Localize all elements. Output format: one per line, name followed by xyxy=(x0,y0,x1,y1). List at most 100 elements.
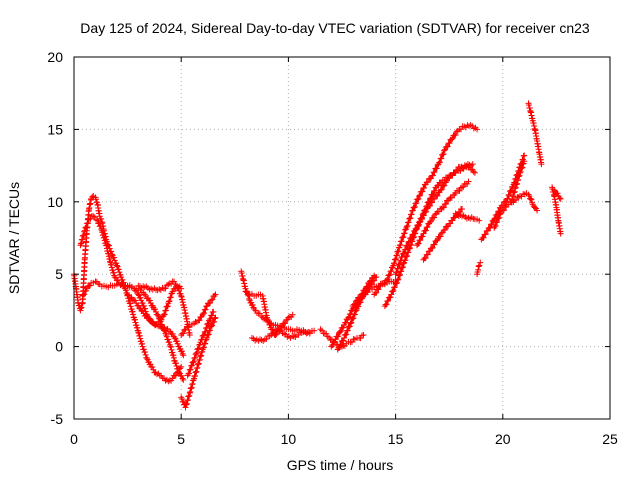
data-point xyxy=(429,172,436,179)
data-point xyxy=(185,323,192,330)
data-point xyxy=(384,275,391,282)
data-point xyxy=(488,221,495,228)
data-point xyxy=(373,289,380,296)
data-point xyxy=(336,344,343,351)
x-tick-label: 15 xyxy=(388,431,404,447)
y-tick-label: 5 xyxy=(55,266,63,282)
data-point xyxy=(447,220,454,227)
data-point xyxy=(371,272,378,279)
data-point xyxy=(440,151,447,158)
x-axis-label: GPS time / hours xyxy=(287,457,394,473)
data-point xyxy=(200,344,207,351)
data-point xyxy=(351,301,358,308)
data-point xyxy=(84,220,91,227)
data-point xyxy=(180,376,187,383)
data-point xyxy=(132,297,139,304)
data-point xyxy=(171,278,178,285)
data-point xyxy=(401,230,408,237)
data-point xyxy=(390,287,397,294)
data-point xyxy=(323,330,330,337)
data-point xyxy=(115,266,122,273)
data-point xyxy=(398,238,405,245)
data-point xyxy=(164,303,171,310)
data-point xyxy=(186,370,193,377)
data-point xyxy=(140,302,147,309)
data-point xyxy=(423,208,430,215)
data-point xyxy=(360,332,367,339)
data-point xyxy=(451,169,458,176)
data-point xyxy=(375,286,382,293)
data-point xyxy=(149,319,156,326)
data-point xyxy=(173,363,180,370)
data-point xyxy=(436,159,443,166)
data-point xyxy=(397,257,404,264)
data-point xyxy=(367,278,374,285)
data-point xyxy=(153,371,160,378)
data-point xyxy=(394,276,401,283)
data-point xyxy=(434,237,441,244)
data-point xyxy=(344,327,351,334)
y-tick-label: 0 xyxy=(55,339,63,355)
data-point xyxy=(400,260,407,267)
data-point xyxy=(207,299,214,306)
data-point xyxy=(162,285,169,292)
data-point xyxy=(420,212,427,219)
data-point xyxy=(178,395,185,402)
data-point xyxy=(207,315,214,322)
data-point xyxy=(424,224,431,231)
data-point xyxy=(77,304,84,311)
data-point xyxy=(413,200,420,207)
data-point xyxy=(500,207,507,214)
data-point xyxy=(173,338,180,345)
data-point xyxy=(267,321,274,328)
grid xyxy=(74,57,610,419)
data-point xyxy=(166,339,173,346)
data-point xyxy=(154,311,161,318)
data-point xyxy=(202,340,209,347)
data-point xyxy=(96,213,103,220)
data-point xyxy=(166,328,173,335)
data-point xyxy=(329,341,336,348)
data-point xyxy=(388,267,395,274)
y-tick-label: 15 xyxy=(47,121,63,137)
data-point xyxy=(404,242,411,249)
data-point xyxy=(431,214,438,221)
data-point xyxy=(249,301,256,308)
data-point xyxy=(405,239,412,246)
data-point xyxy=(453,128,460,135)
data-point xyxy=(358,291,365,298)
data-point xyxy=(176,369,183,376)
data-point xyxy=(158,316,165,323)
data-point xyxy=(97,223,104,230)
data-point xyxy=(359,290,366,297)
data-point xyxy=(538,161,545,168)
data-point xyxy=(139,300,146,307)
data-point xyxy=(178,348,185,355)
data-point xyxy=(385,297,392,304)
data-point xyxy=(94,217,101,224)
data-point xyxy=(87,282,94,289)
data-point xyxy=(410,231,417,238)
data-point xyxy=(92,196,99,203)
data-point xyxy=(557,230,564,237)
data-point xyxy=(437,233,444,240)
data-point xyxy=(438,155,445,162)
data-point xyxy=(416,193,423,200)
data-point xyxy=(208,312,215,319)
data-point xyxy=(174,340,181,347)
data-point xyxy=(190,358,197,365)
data-point xyxy=(124,291,131,298)
data-point xyxy=(526,193,533,200)
data-point xyxy=(340,324,347,331)
data-point xyxy=(342,319,349,326)
data-point xyxy=(448,136,455,143)
data-point xyxy=(176,287,183,294)
data-point xyxy=(431,187,438,194)
data-point xyxy=(201,310,208,317)
x-tick-label: 0 xyxy=(70,431,78,447)
data-point xyxy=(387,294,394,301)
plot-frame xyxy=(73,56,611,420)
data-point xyxy=(361,287,368,294)
data-point xyxy=(93,216,100,223)
